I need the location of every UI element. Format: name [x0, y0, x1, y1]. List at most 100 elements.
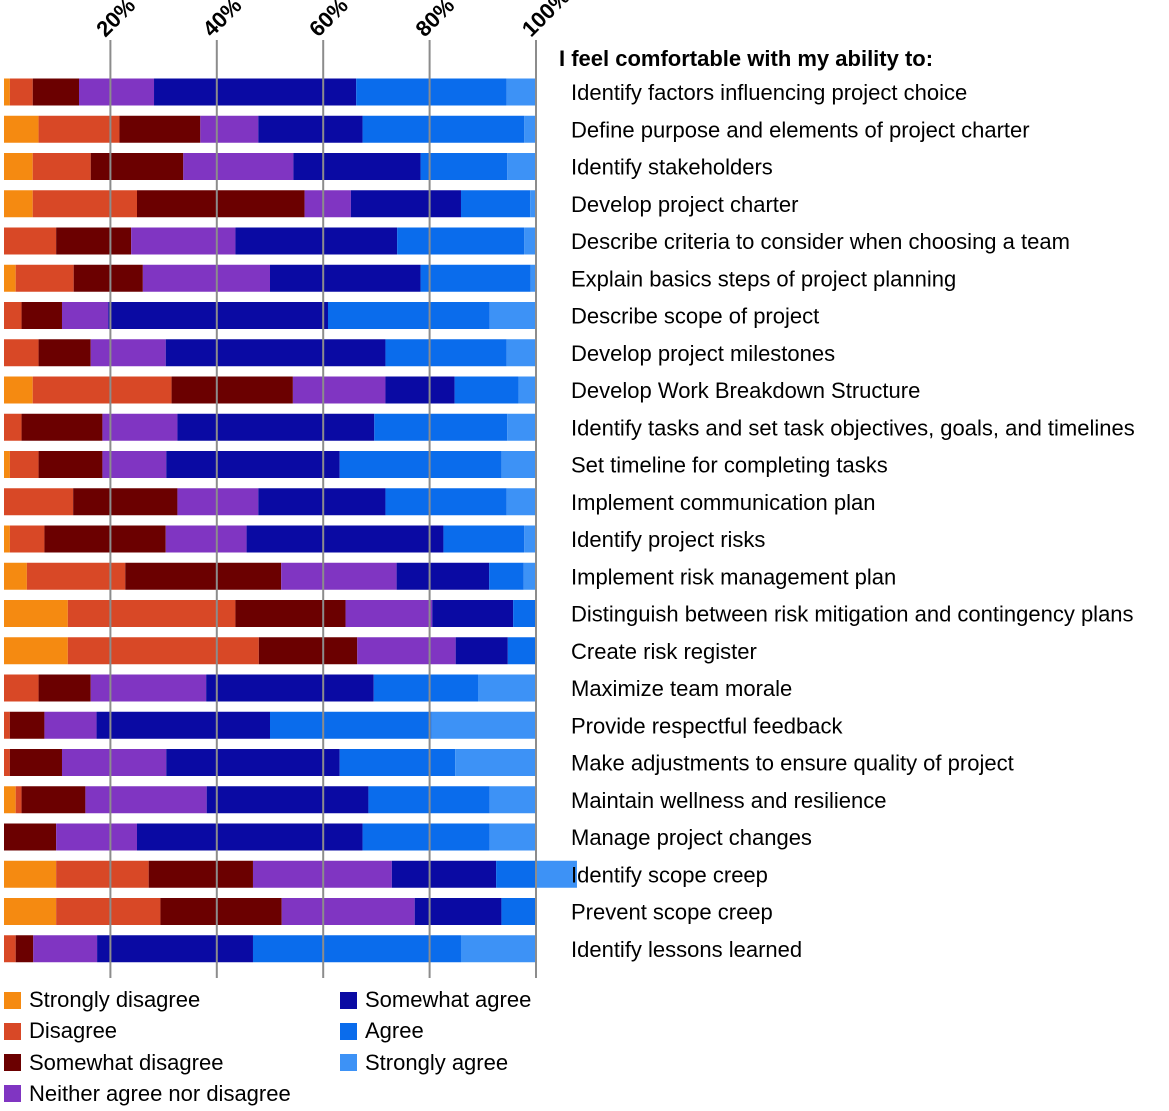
bar-segment-24-series-7 — [460, 935, 536, 963]
bar-segment-7-series-6 — [327, 302, 490, 329]
legend-item: Somewhat disagree — [4, 1049, 223, 1077]
bar-segment-1-series-5 — [154, 78, 357, 106]
bar-segment-11-series-6 — [339, 451, 502, 478]
bar-segment-18-series-4 — [44, 711, 97, 739]
legend-swatch — [4, 1054, 21, 1072]
category-labels: Identify factors influencing project cho… — [571, 80, 1135, 962]
bar-segment-13-series-5 — [246, 525, 444, 553]
bar-segment-23-series-1 — [4, 898, 57, 925]
bar-segment-23-series-5 — [414, 898, 502, 925]
legend-swatch — [340, 1022, 357, 1040]
legend: Strongly disagree Disagree Somewhat disagr… — [4, 986, 564, 1110]
x-tick-label: 20% — [91, 0, 140, 42]
bar-segment-1-series-2 — [9, 78, 33, 106]
category-label: Explain basics steps of project planning — [571, 266, 956, 291]
bar-segment-22-series-6 — [496, 860, 537, 888]
bar-segment-21-series-3 — [4, 823, 57, 851]
category-label: Identify tasks and set task objectives, … — [571, 415, 1135, 440]
category-label: Identify project risks — [571, 527, 765, 552]
bar-segment-13-series-1 — [4, 525, 10, 553]
bar-segment-24-series-6 — [252, 935, 461, 963]
bar-segment-23-series-2 — [56, 898, 161, 925]
bar-segment-4-series-3 — [137, 190, 305, 218]
bar-segment-24-series-2 — [4, 935, 16, 963]
bar-segment-6-series-7 — [530, 264, 537, 292]
chart-title: I feel comfortable with my ability to: — [559, 46, 933, 71]
bar-segment-17-series-7 — [478, 674, 536, 702]
legend-item: Strongly disagree — [4, 986, 200, 1014]
bar-segment-9-series-3 — [171, 376, 293, 404]
gridlines — [109, 40, 537, 978]
bar-segment-6-series-2 — [15, 264, 74, 292]
bar-segment-16-series-6 — [507, 637, 537, 665]
bar-segment-21-series-4 — [56, 823, 137, 851]
bar-segment-2-series-3 — [119, 115, 201, 143]
bar-segment-12-series-5 — [258, 488, 386, 516]
bar-segment-19-series-2 — [4, 749, 10, 776]
bar-segment-4-series-5 — [350, 190, 461, 218]
bar-segment-16-series-4 — [357, 637, 456, 665]
bar-segment-15-series-1 — [4, 600, 68, 627]
bar-segment-4-series-4 — [304, 190, 351, 218]
bar-segment-9-series-4 — [292, 376, 386, 404]
bar-segment-10-series-4 — [102, 413, 178, 441]
legend-swatch — [4, 1022, 21, 1040]
bar-segment-5-series-3 — [56, 227, 132, 255]
bar-segment-2-series-6 — [362, 115, 525, 143]
bar-segment-18-series-2 — [4, 711, 10, 739]
bar-segment-11-series-4 — [102, 451, 167, 478]
category-label: Make adjustments to ensure quality of pr… — [571, 751, 1014, 776]
bar-segment-19-series-3 — [9, 749, 62, 776]
bar-segment-17-series-5 — [206, 674, 374, 702]
bar-segment-8-series-5 — [165, 339, 386, 367]
bar-segment-20-series-2 — [15, 786, 22, 814]
bar-segment-23-series-3 — [160, 898, 282, 925]
category-label: Maximize team morale — [571, 676, 792, 701]
bar-segment-23-series-4 — [281, 898, 415, 925]
bar-segment-10-series-7 — [507, 413, 536, 441]
category-label: Maintain wellness and resilience — [571, 788, 887, 813]
legend-label: Agree — [365, 1018, 424, 1044]
legend-item: Disagree — [4, 1017, 117, 1045]
bar-segment-14-series-6 — [489, 562, 524, 590]
x-tick-label: 80% — [410, 0, 459, 42]
bar-segment-13-series-2 — [9, 525, 45, 553]
bar-segment-20-series-1 — [4, 786, 16, 814]
bar-segment-5-series-2 — [4, 227, 57, 255]
bar-segment-2-series-7 — [524, 115, 536, 143]
bar-segment-3-series-5 — [293, 153, 421, 180]
category-label: Describe scope of project — [571, 304, 819, 329]
bar-segment-11-series-2 — [9, 451, 39, 478]
bar-segment-23-series-6 — [501, 898, 536, 925]
bar-segment-24-series-4 — [33, 935, 98, 963]
bar-segment-20-series-3 — [21, 786, 86, 814]
category-label: Distinguish between risk mitigation and … — [571, 602, 1134, 627]
bar-segment-19-series-4 — [61, 749, 167, 776]
bar-segment-11-series-7 — [501, 451, 536, 478]
category-label: Provide respectful feedback — [571, 713, 843, 738]
bar-segment-18-series-7 — [431, 711, 536, 739]
bar-segment-21-series-6 — [362, 823, 490, 851]
bar-segment-8-series-3 — [38, 339, 91, 367]
bar-segment-3-series-2 — [32, 153, 91, 180]
bar-segment-1-series-3 — [32, 78, 80, 106]
category-label: Prevent scope creep — [571, 900, 773, 925]
legend-label: Somewhat disagree — [29, 1049, 224, 1075]
category-label: Implement risk management plan — [571, 564, 896, 589]
legend-item: Agree — [340, 1017, 424, 1045]
bar-segment-20-series-4 — [85, 786, 207, 814]
category-label: Identify lessons learned — [571, 937, 802, 962]
bar-segment-9-series-1 — [4, 376, 33, 404]
bar-segment-20-series-7 — [489, 786, 536, 814]
bar-segment-22-series-5 — [391, 860, 497, 888]
bar-segment-13-series-7 — [524, 525, 536, 553]
bar-segment-20-series-5 — [206, 786, 369, 814]
bar-segment-12-series-6 — [385, 488, 507, 516]
bar-segment-3-series-6 — [420, 153, 508, 180]
bar-segment-4-series-7 — [530, 190, 536, 218]
bar-segment-6-series-6 — [420, 264, 531, 292]
bar-segment-5-series-6 — [397, 227, 525, 255]
bar-segment-19-series-5 — [166, 749, 340, 776]
legend-swatch — [340, 1054, 357, 1072]
category-label: Develop project milestones — [571, 341, 835, 366]
